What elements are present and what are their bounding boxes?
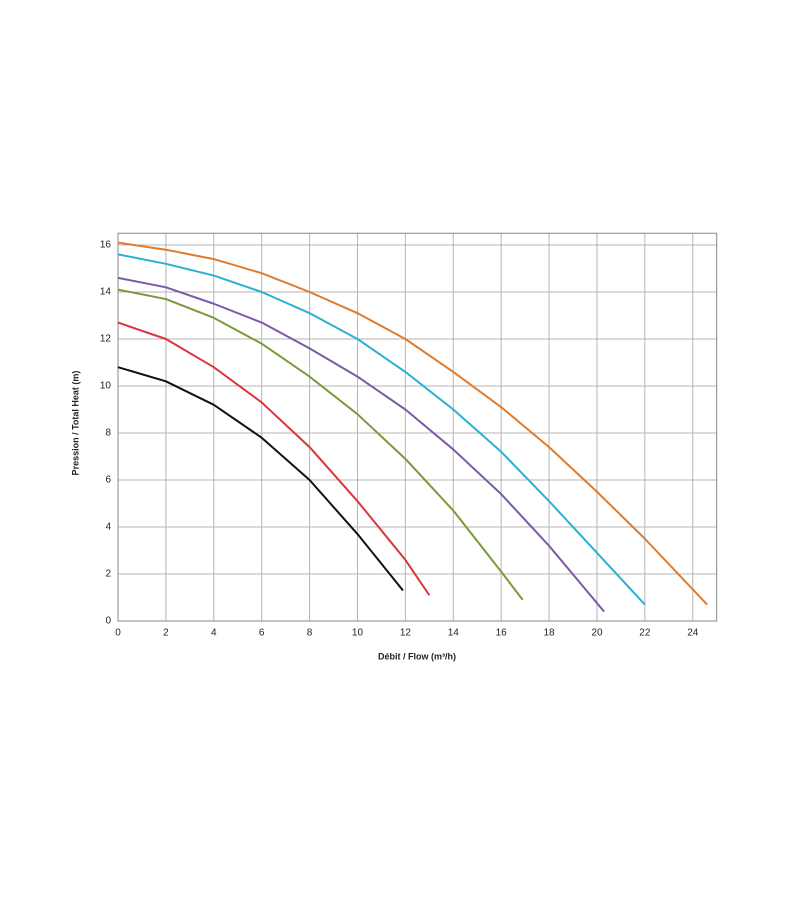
x-tick-label: 22 [639, 628, 651, 639]
x-tick-label: 8 [307, 628, 313, 639]
x-tick-label: 2 [163, 628, 169, 639]
x-tick-label: 0 [115, 628, 121, 639]
x-tick-label: 10 [352, 628, 364, 639]
x-tick-label: 16 [496, 628, 508, 639]
curve [117, 321, 431, 596]
y-axis-title: Pression / Total Heat (m) [70, 371, 80, 476]
y-tick-label: 6 [105, 475, 111, 486]
x-tick-label: 14 [448, 628, 460, 639]
x-tick-label: 12 [400, 628, 412, 639]
y-tick-label: 2 [105, 569, 111, 580]
y-tick-label: 0 [105, 616, 111, 627]
x-tick-label: 6 [259, 628, 265, 639]
y-tick-label: 10 [100, 381, 112, 392]
x-tick-label: 4 [211, 628, 217, 639]
curve [117, 366, 404, 592]
curve [117, 253, 646, 606]
y-tick-label: 12 [100, 334, 112, 345]
y-tick-label: 8 [105, 428, 111, 439]
x-tick-label: 24 [687, 628, 699, 639]
curve [117, 288, 524, 601]
x-axis-title: Débit / Flow (m³/h) [378, 651, 456, 661]
y-tick-label: 16 [100, 240, 112, 251]
curve [117, 276, 605, 613]
plot-frame [117, 232, 718, 622]
y-tick-label: 14 [100, 287, 112, 298]
curve [117, 241, 708, 606]
x-tick-label: 20 [591, 628, 603, 639]
y-tick-label: 4 [105, 522, 111, 533]
x-tick-label: 18 [544, 628, 556, 639]
